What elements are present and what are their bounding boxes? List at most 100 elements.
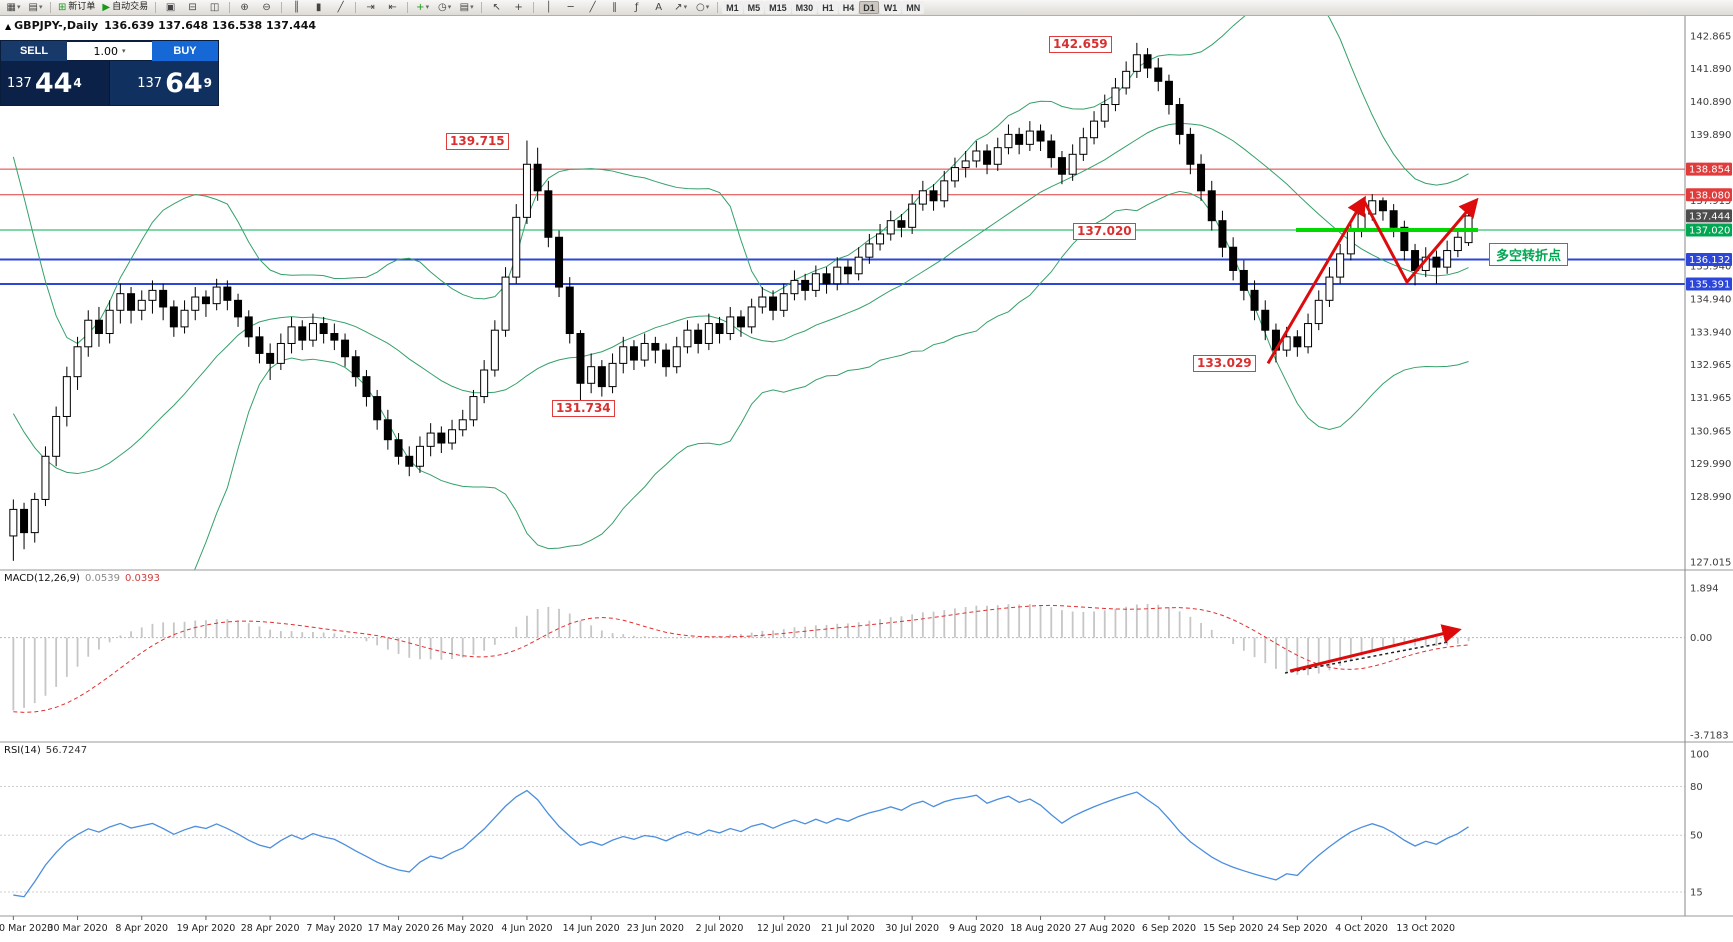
tf-m5[interactable]: M5 xyxy=(743,1,765,14)
svg-text:8 Apr 2020: 8 Apr 2020 xyxy=(115,923,168,934)
volume-dropdown-icon[interactable]: ▾ xyxy=(121,47,126,55)
buy-price[interactable]: 137 64 9 xyxy=(109,61,218,105)
chart-bars[interactable]: ║ xyxy=(286,0,307,15)
svg-text:30 Jul 2020: 30 Jul 2020 xyxy=(885,923,939,934)
svg-text:139.890: 139.890 xyxy=(1690,130,1731,141)
svg-text:130.965: 130.965 xyxy=(1690,426,1731,437)
draw-arrows[interactable]: ↗ ▾ xyxy=(670,0,691,15)
profiles-dropdown-icon[interactable]: ▾ xyxy=(38,3,43,11)
price-label-june-peak[interactable]: 139.715 xyxy=(446,133,509,150)
svg-text:15: 15 xyxy=(1690,888,1703,899)
auto-trading-label: 自动交易 xyxy=(112,2,149,12)
new-chart[interactable]: ▦ ▾ xyxy=(3,0,24,15)
svg-text:131.965: 131.965 xyxy=(1690,393,1731,404)
templates-dropdown-icon[interactable]: ▾ xyxy=(470,3,474,11)
draw-channel[interactable]: ∥ xyxy=(604,0,625,15)
svg-text:0.00: 0.00 xyxy=(1690,633,1712,644)
chart-line-icon: ╱ xyxy=(337,1,344,13)
zoom-in[interactable]: ⊕ xyxy=(234,0,255,15)
draw-text[interactable]: A xyxy=(648,0,669,15)
toolbar-separator xyxy=(407,2,409,13)
profiles[interactable]: ▤ ▾ xyxy=(25,0,46,15)
price-label-pivot[interactable]: 137.020 xyxy=(1073,223,1136,240)
svg-text:133.940: 133.940 xyxy=(1690,328,1731,339)
periods-icon: ◷ xyxy=(438,1,447,13)
tf-m30[interactable]: M30 xyxy=(791,1,818,14)
price-chart[interactable]: 142.865141.890140.890139.890137.915135.9… xyxy=(0,16,1733,942)
svg-text:19 Apr 2020: 19 Apr 2020 xyxy=(177,923,236,934)
svg-text:132.965: 132.965 xyxy=(1690,360,1731,371)
new-order-label: 新订单 xyxy=(68,2,96,12)
templates[interactable]: ▤ ▾ xyxy=(456,0,477,15)
new-chart-dropdown-icon[interactable]: ▾ xyxy=(16,3,21,11)
indicators[interactable]: + ▾ xyxy=(412,0,433,15)
chart-line[interactable]: ╱ xyxy=(330,0,351,15)
tf-d1[interactable]: D1 xyxy=(859,1,879,14)
turning-point-annotation[interactable]: 多空转折点 xyxy=(1489,243,1569,266)
svg-text:142.865: 142.865 xyxy=(1690,32,1731,43)
draw-horizontal-line[interactable]: ─ xyxy=(560,0,581,15)
window-tile-vertical[interactable]: ◫ xyxy=(204,0,225,15)
indicators-icon: + xyxy=(416,1,425,13)
price-label-august-peak[interactable]: 142.659 xyxy=(1049,36,1112,53)
svg-text:127.015: 127.015 xyxy=(1690,557,1731,568)
svg-text:50: 50 xyxy=(1690,831,1703,842)
indicators-dropdown-icon[interactable]: ▾ xyxy=(425,3,430,11)
chart-shift[interactable]: ⇤ xyxy=(382,0,403,15)
svg-text:138.080: 138.080 xyxy=(1689,190,1730,201)
draw-vertical-line[interactable]: │ xyxy=(538,0,559,15)
buy-button[interactable]: BUY xyxy=(152,41,218,61)
auto-scroll[interactable]: ⇥ xyxy=(360,0,381,15)
zoom-out[interactable]: ⊖ xyxy=(256,0,277,15)
toolbar-separator xyxy=(229,2,231,13)
sell-button[interactable]: SELL xyxy=(1,41,67,61)
periods[interactable]: ◷ ▾ xyxy=(434,0,455,15)
rsi-indicator-label: RSI(14) 56.7247 xyxy=(4,745,88,756)
auto-trading[interactable]: ▶ 自动交易 xyxy=(99,0,151,15)
new-order[interactable]: ⊞ 新订单 xyxy=(55,0,98,15)
chart-header: ▲ GBPJPY-,Daily 136.639 137.648 136.538 13… xyxy=(5,19,316,32)
svg-text:13 Oct 2020: 13 Oct 2020 xyxy=(1396,923,1455,934)
draw-trendline[interactable]: ╱ xyxy=(582,0,603,15)
sell-price[interactable]: 137 44 4 xyxy=(7,67,82,99)
draw-trendline-icon: ╱ xyxy=(589,1,596,13)
price-label-sept-low[interactable]: 133.029 xyxy=(1193,355,1256,372)
svg-text:134.940: 134.940 xyxy=(1690,294,1731,305)
toolbar-separator xyxy=(481,2,483,13)
cursor[interactable]: ↖ xyxy=(486,0,507,15)
draw-shapes-dropdown-icon[interactable]: ▾ xyxy=(705,3,710,11)
window-tile-horizontal-icon: ⊟ xyxy=(188,1,197,13)
tf-h4[interactable]: H4 xyxy=(838,1,859,14)
price-label-june-low[interactable]: 131.734 xyxy=(552,400,615,417)
svg-text:140.890: 140.890 xyxy=(1690,97,1731,108)
symbol-title: GBPJPY-,Daily xyxy=(14,19,99,32)
draw-arrows-dropdown-icon[interactable]: ▾ xyxy=(683,3,688,11)
toolbar-separator xyxy=(533,2,535,13)
crosshair[interactable]: + xyxy=(508,0,529,15)
macd-indicator-label: MACD(12,26,9) 0.0539 0.0393 xyxy=(4,573,160,584)
volume-input[interactable]: 1.00 ▾ xyxy=(67,41,152,61)
tf-m1[interactable]: M1 xyxy=(722,1,743,14)
draw-shapes-icon: ○ xyxy=(696,1,705,13)
svg-text:27 Aug 2020: 27 Aug 2020 xyxy=(1074,923,1135,934)
tf-mn[interactable]: MN xyxy=(902,1,925,14)
svg-text:135.391: 135.391 xyxy=(1689,280,1730,291)
window-tile-horizontal[interactable]: ⊟ xyxy=(182,0,203,15)
svg-text:23 Jun 2020: 23 Jun 2020 xyxy=(627,923,684,934)
draw-fibonacci[interactable]: ƒ xyxy=(626,0,647,15)
svg-text:20 Mar 2020: 20 Mar 2020 xyxy=(0,923,53,934)
draw-horizontal-line-icon: ─ xyxy=(567,1,574,13)
chart-candlesticks-icon: ▮ xyxy=(315,1,322,13)
tf-m15[interactable]: M15 xyxy=(765,1,791,14)
collapse-arrow-icon[interactable]: ▲ xyxy=(5,22,12,31)
draw-shapes[interactable]: ○ ▾ xyxy=(692,0,713,15)
tf-w1[interactable]: W1 xyxy=(879,1,902,14)
window-cascade[interactable]: ▣ xyxy=(160,0,181,15)
periods-dropdown-icon[interactable]: ▾ xyxy=(447,3,452,11)
chart-bars-icon: ║ xyxy=(293,1,300,13)
one-click-trading-panel: SELL 1.00 ▾ BUY 137 44 4 137 64 9 xyxy=(0,40,219,106)
svg-text:4 Oct 2020: 4 Oct 2020 xyxy=(1335,923,1388,934)
tf-h1[interactable]: H1 xyxy=(818,1,838,14)
chart-candlesticks[interactable]: ▮ xyxy=(308,0,329,15)
